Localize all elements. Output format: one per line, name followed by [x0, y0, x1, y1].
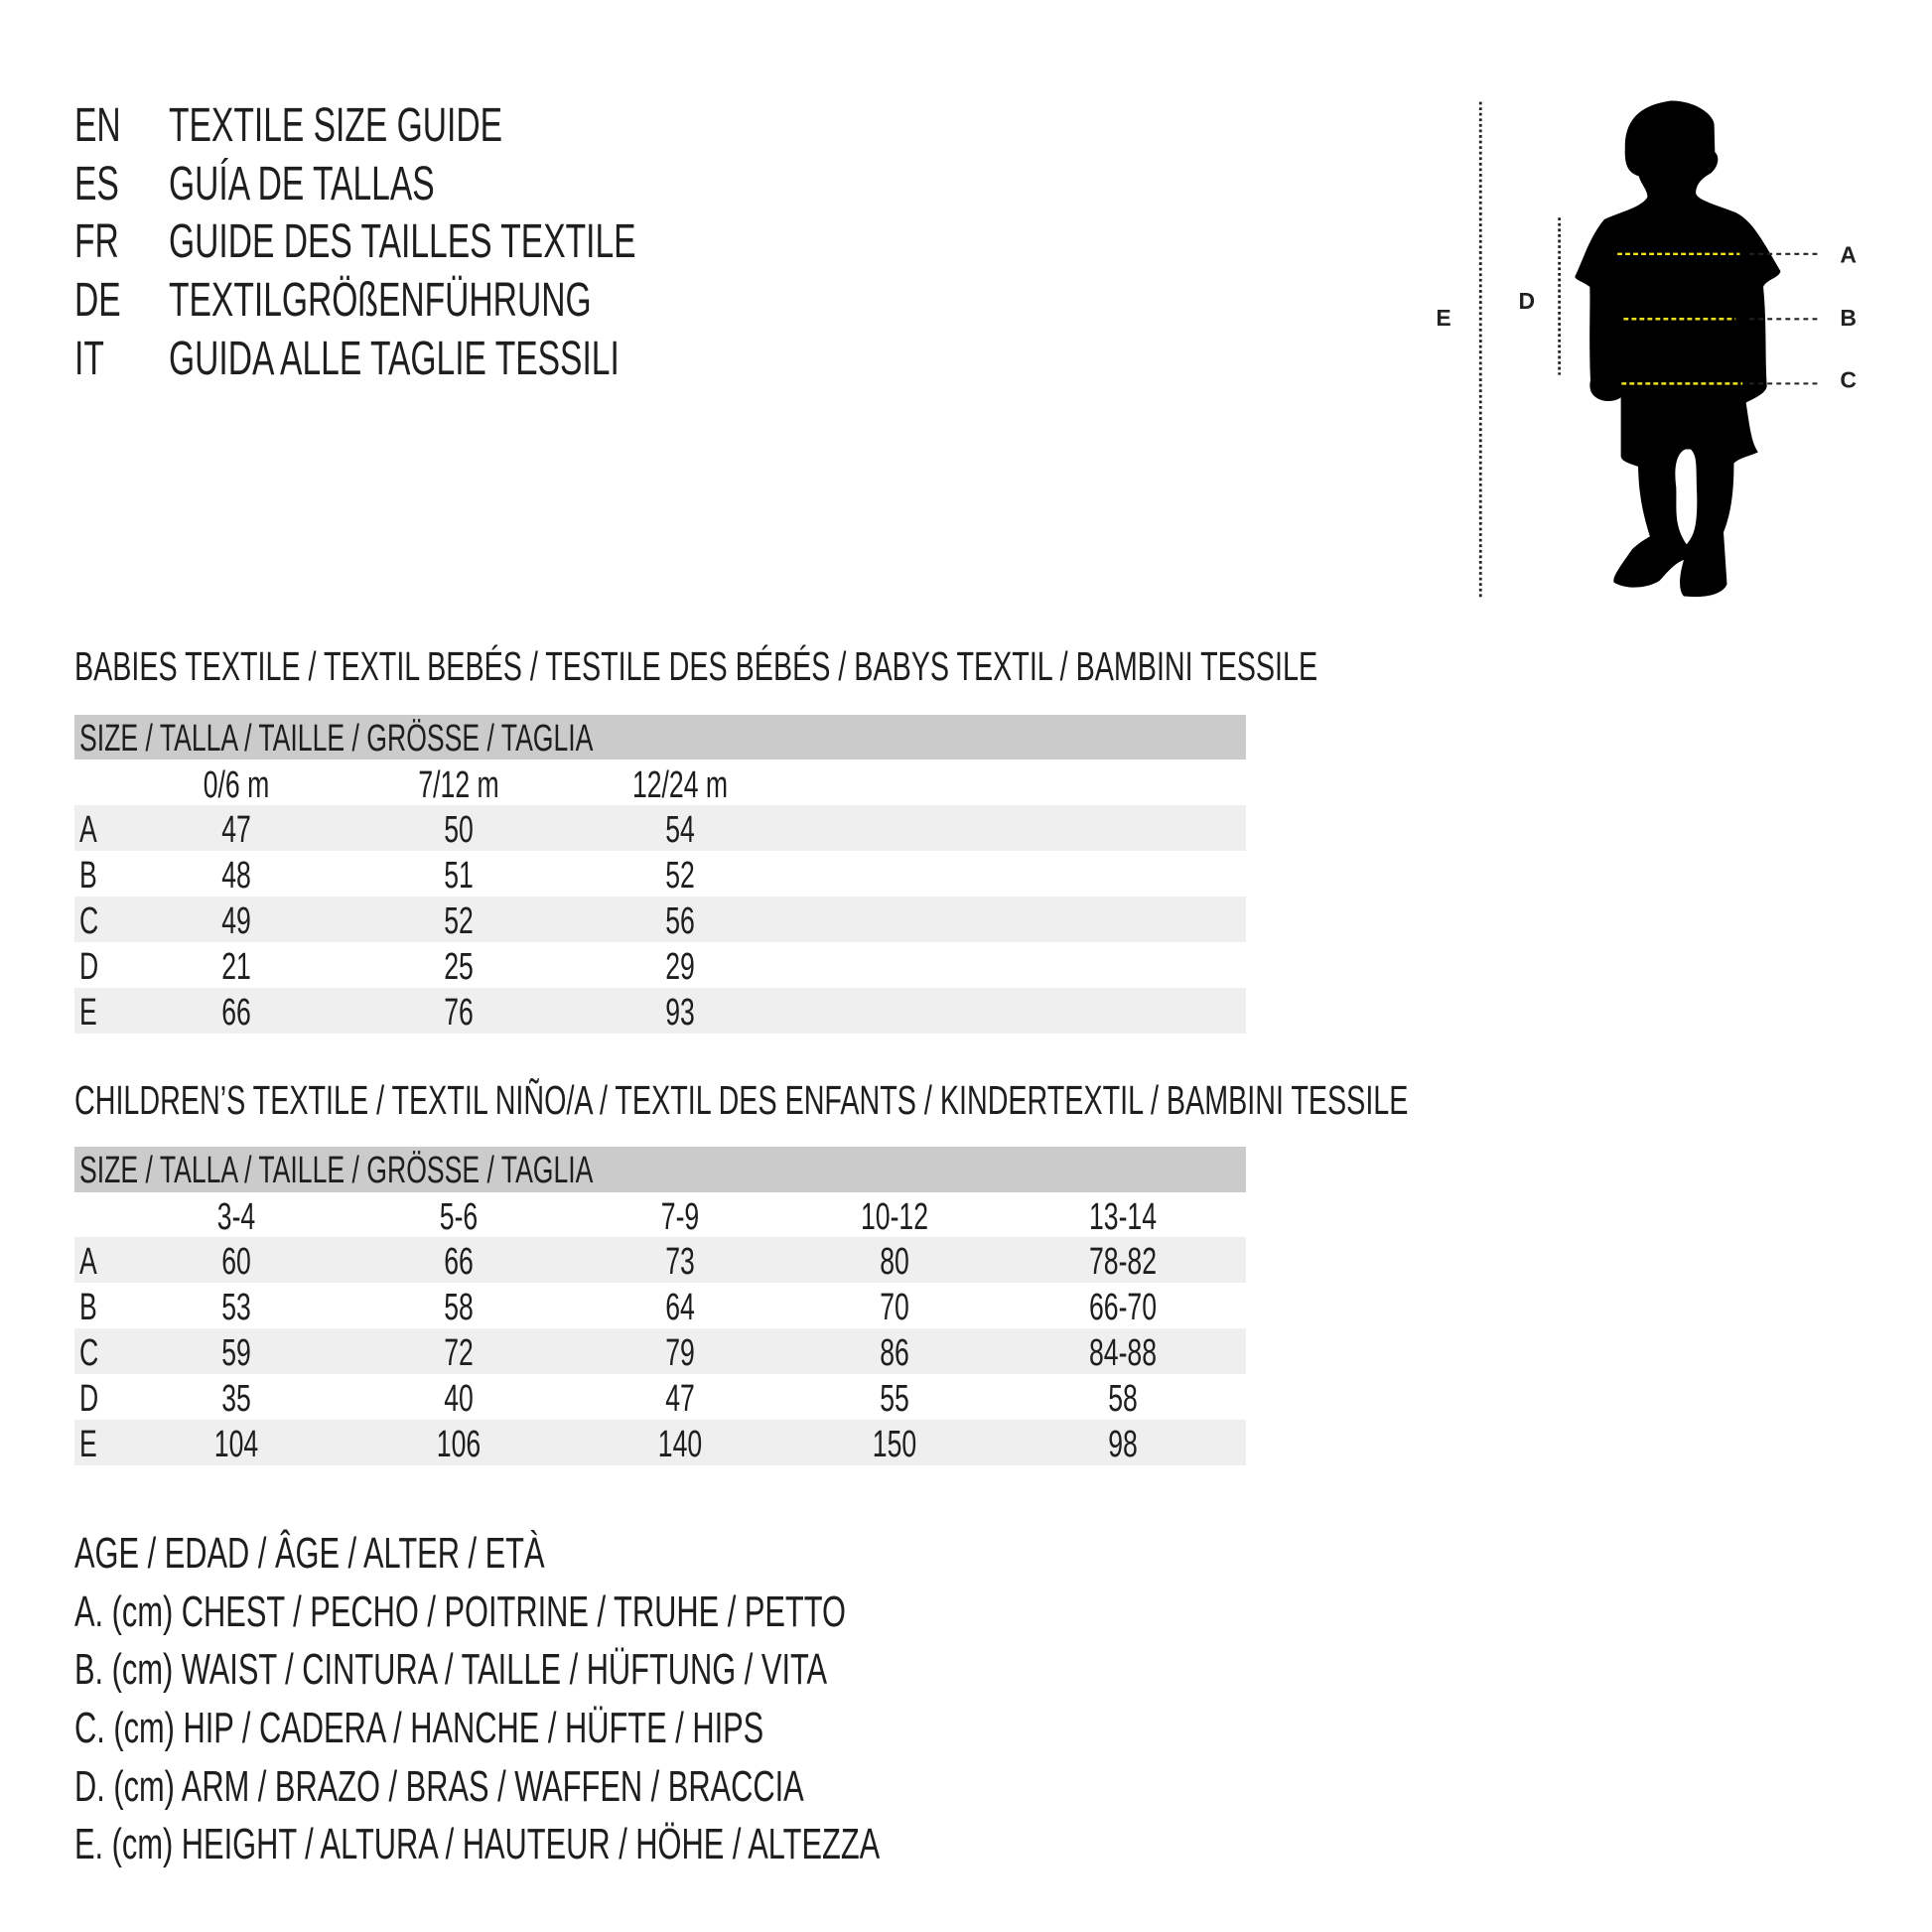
table-cell: 150 [872, 1424, 917, 1465]
title-fr: GUIDE DES TAILLES TEXTILE [169, 215, 636, 268]
legend-chest: A. (cm) CHEST / PECHO / POITRINE / TRUHE… [74, 1587, 846, 1636]
table-cell: 64 [665, 1287, 695, 1328]
title-en: TEXTILE SIZE GUIDE [169, 99, 503, 152]
column-header: 7-9 [660, 1196, 700, 1238]
babies-size-header-bar: SIZE / TALLA / TAILLE / GRÖSSE / TAGLIA [74, 715, 1246, 759]
table-row: A 60 66 73 80 78-82 [74, 1237, 1246, 1283]
table-cell: 50 [444, 809, 474, 851]
lang-code-it: IT [74, 333, 104, 385]
table-cell: 49 [221, 900, 251, 942]
child-measurement-figure: A B C D E [1436, 100, 1857, 599]
table-cell: 66-70 [1088, 1287, 1158, 1328]
table-cell: 76 [444, 992, 474, 1034]
column-header: 10-12 [860, 1196, 929, 1238]
table-row: D 21 25 29 [74, 942, 1246, 988]
babies-heading: BABIES TEXTILE / TEXTIL BEBÉS / TESTILE … [74, 643, 1318, 689]
title-it: GUIDA ALLE TAGLIE TESSILI [169, 333, 620, 385]
table-cell: 78-82 [1088, 1241, 1158, 1283]
table-row: B 53 58 64 70 66-70 [74, 1283, 1246, 1328]
table-cell: 52 [665, 855, 695, 897]
label-e: E [1436, 305, 1450, 331]
row-label: D [79, 946, 99, 988]
label-d: D [1519, 288, 1536, 314]
table-cell: 25 [444, 946, 474, 988]
table-row: C 49 52 56 [74, 897, 1246, 942]
column-header: 13-14 [1088, 1196, 1158, 1238]
lang-code-de: DE [74, 274, 121, 327]
table-row: E 104 106 140 150 98 [74, 1420, 1246, 1465]
legend-waist: B. (cm) WAIST / CINTURA / TAILLE / HÜFTU… [74, 1645, 828, 1694]
lang-code-fr: FR [74, 215, 119, 268]
table-cell: 70 [880, 1287, 909, 1328]
table-cell: 56 [665, 900, 695, 942]
table-cell: 47 [665, 1378, 695, 1420]
babies-column-header-row: 0/6 m 7/12 m 12/24 m [74, 760, 1246, 806]
legend-age: AGE / EDAD / ÂGE / ALTER / ETÀ [74, 1529, 545, 1578]
children-heading: CHILDREN’S TEXTILE / TEXTIL NIÑO/A / TEX… [74, 1077, 1409, 1123]
table-row: C 59 72 79 86 84-88 [74, 1328, 1246, 1374]
table-cell: 140 [657, 1424, 703, 1465]
lang-code-en: EN [74, 99, 121, 152]
table-row: D 35 40 47 55 58 [74, 1374, 1246, 1420]
table-cell: 59 [221, 1332, 251, 1374]
row-label: E [79, 992, 97, 1034]
child-silhouette [1575, 100, 1781, 598]
row-label: A [79, 1241, 97, 1283]
lang-code-es: ES [74, 158, 119, 210]
table-cell: 60 [221, 1241, 251, 1283]
table-cell: 47 [221, 809, 251, 851]
label-c: C [1840, 367, 1857, 393]
table-row: B 48 51 52 [74, 851, 1246, 897]
table-cell: 98 [1108, 1424, 1138, 1465]
table-cell: 51 [444, 855, 474, 897]
column-header: 5-6 [439, 1196, 479, 1238]
label-a: A [1840, 242, 1857, 268]
table-cell: 54 [665, 809, 695, 851]
title-es: GUÍA DE TALLAS [169, 158, 435, 210]
row-label: C [79, 1332, 99, 1374]
table-cell: 80 [880, 1241, 909, 1283]
row-label: C [79, 900, 99, 942]
row-label: D [79, 1378, 99, 1420]
table-cell: 106 [436, 1424, 482, 1465]
row-label: B [79, 1287, 97, 1328]
table-cell: 53 [221, 1287, 251, 1328]
legend-arm: D. (cm) ARM / BRAZO / BRAS / WAFFEN / BR… [74, 1762, 804, 1811]
legend-hip: C. (cm) HIP / CADERA / HANCHE / HÜFTE / … [74, 1704, 764, 1752]
table-cell: 72 [444, 1332, 474, 1374]
table-cell: 93 [665, 992, 695, 1034]
column-header: 12/24 m [631, 764, 729, 806]
table-cell: 84-88 [1088, 1332, 1158, 1374]
table-cell: 52 [444, 900, 474, 942]
table-cell: 40 [444, 1378, 474, 1420]
table-cell: 21 [221, 946, 251, 988]
babies-size-header: SIZE / TALLA / TAILLE / GRÖSSE / TAGLIA [79, 718, 594, 759]
legend-height: E. (cm) HEIGHT / ALTURA / HAUTEUR / HÖHE… [74, 1820, 881, 1868]
row-label: B [79, 855, 97, 897]
table-cell: 58 [444, 1287, 474, 1328]
row-label: A [79, 809, 97, 851]
column-header: 0/6 m [203, 764, 270, 806]
table-cell: 66 [444, 1241, 474, 1283]
table-cell: 79 [665, 1332, 695, 1374]
table-cell: 66 [221, 992, 251, 1034]
table-row: A 47 50 54 [74, 805, 1246, 851]
table-cell: 86 [880, 1332, 909, 1374]
label-b: B [1840, 305, 1857, 331]
table-cell: 104 [213, 1424, 259, 1465]
children-size-header: SIZE / TALLA / TAILLE / GRÖSSE / TAGLIA [79, 1150, 594, 1191]
table-cell: 55 [880, 1378, 909, 1420]
children-size-header-bar: SIZE / TALLA / TAILLE / GRÖSSE / TAGLIA [74, 1147, 1246, 1192]
column-header: 3-4 [216, 1196, 256, 1238]
column-header: 7/12 m [418, 764, 499, 806]
table-cell: 35 [221, 1378, 251, 1420]
title-de: TEXTILGRÖßENFÜHRUNG [169, 274, 592, 327]
table-cell: 73 [665, 1241, 695, 1283]
table-cell: 58 [1108, 1378, 1138, 1420]
table-cell: 48 [221, 855, 251, 897]
children-column-header-row: 3-4 5-6 7-9 10-12 13-14 [74, 1192, 1246, 1238]
table-cell: 29 [665, 946, 695, 988]
table-row: E 66 76 93 [74, 988, 1246, 1034]
row-label: E [79, 1424, 97, 1465]
